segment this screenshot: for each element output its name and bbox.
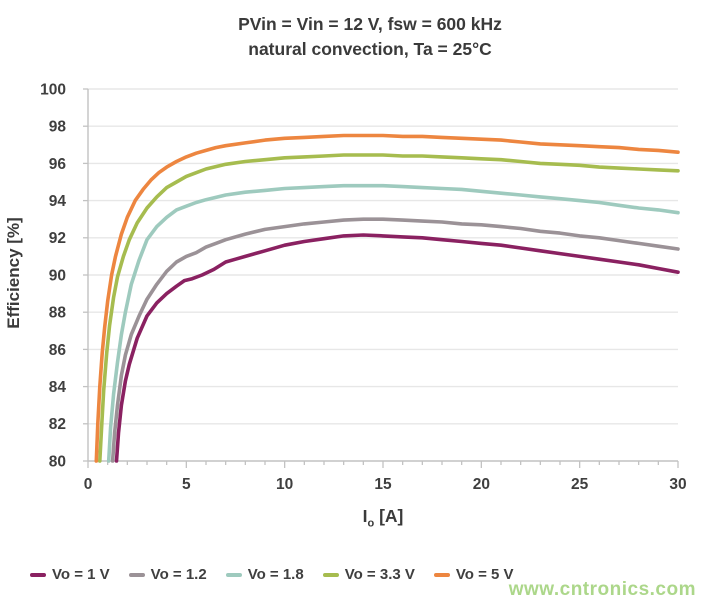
legend-label: Vo = 1.8	[247, 566, 304, 583]
legend-item-vo-1-2: Vo = 1.2	[128, 566, 207, 583]
y-tick-label: 96	[49, 156, 67, 173]
legend-swatch-vo-1-8	[225, 572, 242, 577]
legend-swatch-vo-1-2	[128, 572, 145, 577]
series-line-vo-3.3-v	[98, 153, 680, 463]
y-tick-label: 92	[49, 230, 66, 247]
y-tick-label: 90	[49, 267, 66, 284]
x-tick-label: 20	[473, 476, 490, 493]
watermark: www.cntronics.com	[508, 579, 696, 600]
legend-label: Vo = 3.3 V	[344, 566, 415, 583]
y-tick-label: 100	[40, 81, 66, 98]
y-tick-label: 84	[49, 379, 67, 396]
chart-title: PVin = Vin = 12 V, fsw = 600 kHz natural…	[48, 12, 692, 62]
series-line-vo-1-v	[114, 233, 680, 463]
y-tick-label: 80	[49, 453, 66, 470]
legend-label: Vo = 5 V	[455, 566, 514, 583]
legend-item-vo-1-8: Vo = 1.8	[225, 566, 304, 583]
x-tick-label: 15	[374, 476, 392, 493]
x-axis-label-unit: [A]	[374, 506, 404, 526]
legend-item-vo-1v: Vo = 1 V	[30, 566, 110, 583]
x-tick-label: 10	[276, 476, 293, 493]
y-tick-label: 98	[49, 119, 67, 136]
legend-swatch-vo-3-3v	[322, 572, 339, 577]
legend-swatch-vo-1v	[30, 572, 46, 577]
y-tick-label: 82	[49, 416, 66, 433]
chart-title-line1: PVin = Vin = 12 V, fsw = 600 kHz	[238, 14, 502, 34]
chart-title-line2: natural convection, Ta = 25°C	[248, 39, 492, 59]
y-tick-label: 86	[49, 342, 67, 359]
legend-item-vo-3-3v: Vo = 3.3 V	[322, 566, 415, 583]
legend-label: Vo = 1 V	[52, 566, 110, 583]
series-line-vo-1.8	[106, 183, 680, 463]
legend-item-vo-5v: Vo = 5 V	[433, 566, 514, 583]
y-tick-label: 88	[49, 305, 67, 322]
x-tick-label: 30	[669, 476, 686, 493]
x-tick-label: 5	[182, 476, 191, 493]
x-axis-label: Io [A]	[88, 506, 678, 530]
legend-label: Vo = 1.2	[150, 566, 207, 583]
x-tick-label: 25	[571, 476, 589, 493]
x-tick-label: 0	[84, 476, 93, 493]
series-line-vo-1.2	[110, 217, 680, 463]
x-axis-label-symbol: I	[362, 506, 368, 526]
x-axis-label-subscript: o	[367, 517, 375, 530]
series-line-vo-5-v	[94, 133, 680, 463]
chart-legend: Vo = 1 V Vo = 1.2 Vo = 1.8 Vo = 3.3 V Vo…	[30, 566, 514, 583]
legend-swatch-vo-5v	[433, 572, 450, 577]
y-tick-label: 94	[49, 193, 67, 210]
